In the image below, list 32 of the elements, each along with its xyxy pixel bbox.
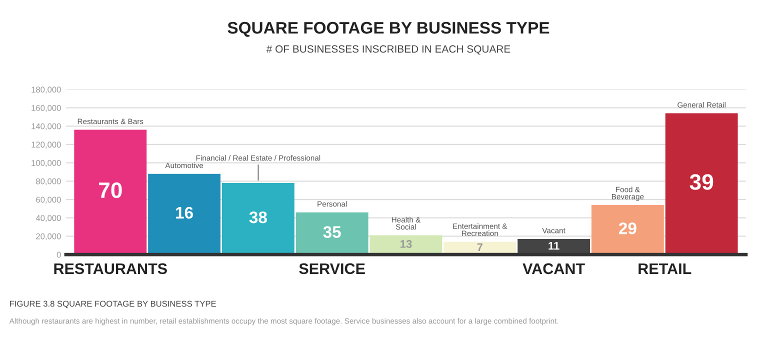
text: VACANT <box>522 263 585 274</box>
annotation: 38 <box>249 211 267 224</box>
bar <box>74 130 147 255</box>
y-tick-label: 20,000 <box>36 233 61 240</box>
y-tick-label: 60,000 <box>36 196 61 204</box>
annotation: 70 <box>98 182 122 198</box>
annotation: 11 <box>548 242 560 250</box>
y-tick-label: 120,000 <box>32 142 61 149</box>
y-tick-label: 40,000 <box>36 215 61 222</box>
y-tick-label: 80,000 <box>36 178 61 186</box>
bar <box>665 113 738 255</box>
text: RETAIL <box>638 263 692 274</box>
bar <box>296 212 368 255</box>
y-tick-label: 0 <box>56 252 61 258</box>
bar <box>591 205 664 255</box>
annotation: 29 <box>618 222 636 234</box>
chart-title: SQUARE FOOTAGE BY BUSINESS TYPE <box>228 22 550 37</box>
annotation: 7 <box>477 243 482 252</box>
annotation: 35 <box>323 226 341 238</box>
annotation: 13 <box>400 240 412 248</box>
annotation: 16 <box>176 206 193 219</box>
caption: FIGURE 3.8 SQUARE FOOTAGE BY BUSINESS TYPE <box>10 300 216 308</box>
y-tick-label: 180,000 <box>32 86 61 94</box>
chart-subtitle: # OF BUSINESSES INSCRIBED IN EACH SQUARE <box>266 45 510 55</box>
bar <box>148 174 220 255</box>
bar <box>222 183 294 255</box>
y-tick-label: 140,000 <box>32 123 61 130</box>
text: RESTAURANTS <box>54 263 167 274</box>
text: SERVICE <box>299 263 365 274</box>
y-tick-label: 160,000 <box>32 104 61 112</box>
y-tick-label: 100,000 <box>32 160 61 167</box>
annotation: 39 <box>690 174 714 190</box>
